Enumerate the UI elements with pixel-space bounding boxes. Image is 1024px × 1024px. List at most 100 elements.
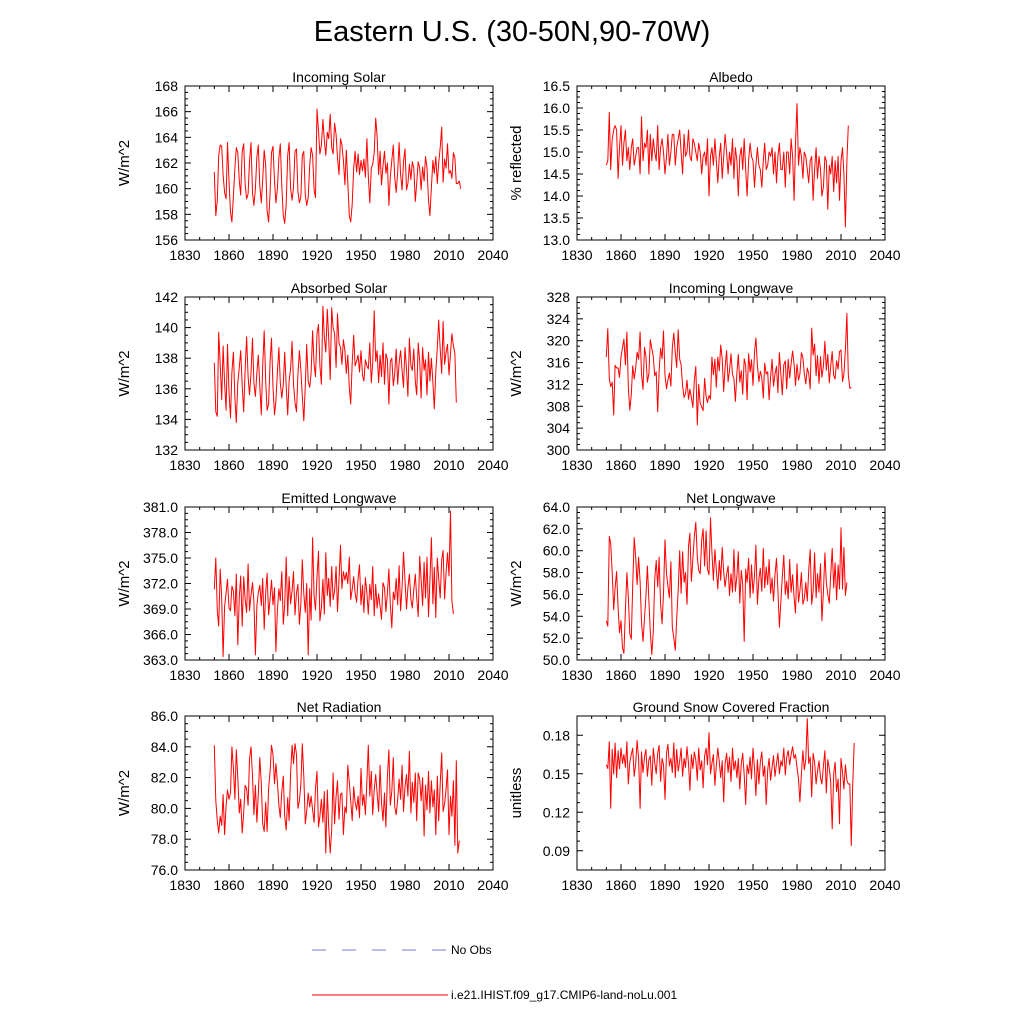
incoming-longwave-xtick-label: 1830 <box>561 457 592 473</box>
ground-snow-covered-fraction-xtick-label: 1860 <box>605 877 636 893</box>
net-radiation-frame <box>184 715 494 871</box>
incoming-longwave-ytick-label: 316 <box>547 355 571 371</box>
albedo-ylabel: % reflected <box>508 125 525 200</box>
incoming-longwave-xtick-label: 1950 <box>737 457 768 473</box>
net-radiation-ytick-label: 80.0 <box>151 800 178 816</box>
ground-snow-covered-fraction-ytick-label: 0.09 <box>543 843 570 859</box>
emitted-longwave-xtick-label: 1860 <box>213 667 244 683</box>
incoming-solar-xtick-label: 2010 <box>433 247 464 263</box>
absorbed-solar-xtick-label: 2010 <box>433 457 464 473</box>
albedo-series-line <box>605 103 849 228</box>
absorbed-solar-frame <box>184 296 494 451</box>
net-radiation-ytick-label: 84.0 <box>151 739 178 755</box>
emitted-longwave-series-line <box>213 510 454 658</box>
net-radiation-xtick-label: 1890 <box>257 877 288 893</box>
albedo-xtick-label: 1890 <box>649 247 680 263</box>
absorbed-solar-xtick-label: 1950 <box>345 457 376 473</box>
incoming-longwave-xtick-label: 2010 <box>825 457 856 473</box>
emitted-longwave-xtick-label: 1830 <box>169 667 200 683</box>
albedo-title: Albedo <box>709 69 753 85</box>
incoming-longwave-ylabel: W/m^2 <box>508 350 525 396</box>
absorbed-solar-title: Absorbed Solar <box>291 280 388 296</box>
net-longwave-ytick-label: 56.0 <box>543 586 570 602</box>
panel-ground-snow-covered-fraction: Ground Snow Covered Fraction unitless 1830… <box>508 699 901 893</box>
incoming-solar-ytick-label: 156 <box>155 232 179 248</box>
ground-snow-covered-fraction-xtick-label: 1830 <box>561 877 592 893</box>
incoming-solar-xtick-label: 2040 <box>477 247 508 263</box>
legend-label-no-obs: No Obs <box>451 943 492 957</box>
absorbed-solar-ytick-label: 132 <box>155 442 179 458</box>
panel-incoming-longwave: Incoming Longwave W/m^2 1830 1860 1890 1920 19… <box>508 280 901 473</box>
incoming-solar-title: Incoming Solar <box>292 69 386 85</box>
net-longwave-title: Net Longwave <box>686 490 776 506</box>
absorbed-solar-ytick-label: 136 <box>155 381 179 397</box>
ground-snow-covered-fraction-xtick-label: 1980 <box>781 877 812 893</box>
absorbed-solar-xtick-label: 2040 <box>477 457 508 473</box>
emitted-longwave-ytick-label: 369.0 <box>143 601 178 617</box>
emitted-longwave-xtick-label: 1890 <box>257 667 288 683</box>
emitted-longwave-ytick-label: 378.0 <box>143 525 178 541</box>
legend-label-model: i.e21.IHIST.f09_g17.CMIP6-land-noLu.001 <box>451 988 677 1002</box>
albedo-ytick-label: 15.5 <box>543 122 570 138</box>
net-longwave-xtick-label: 2010 <box>825 667 856 683</box>
absorbed-solar-xtick-label: 1980 <box>389 457 420 473</box>
net-radiation-ytick-label: 82.0 <box>151 770 178 786</box>
net-radiation-xtick-label: 1980 <box>389 877 420 893</box>
net-longwave-xtick-label: 1950 <box>737 667 768 683</box>
net-radiation-xtick-label: 1830 <box>169 877 200 893</box>
incoming-solar-ytick-label: 158 <box>155 206 179 222</box>
incoming-longwave-ytick-label: 304 <box>547 420 571 436</box>
ground-snow-covered-fraction-title: Ground Snow Covered Fraction <box>633 699 830 715</box>
incoming-longwave-frame <box>576 296 886 451</box>
absorbed-solar-ytick-label: 134 <box>155 411 179 427</box>
incoming-solar-ytick-label: 168 <box>155 78 179 94</box>
net-longwave-xtick-label: 1980 <box>781 667 812 683</box>
albedo-xtick-label: 1980 <box>781 247 812 263</box>
panel-absorbed-solar: Absorbed Solar W/m^2 1830 1860 1890 1920 1950 1… <box>116 280 509 473</box>
ground-snow-covered-fraction-xtick-label: 2010 <box>825 877 856 893</box>
albedo-xtick-label: 2010 <box>825 247 856 263</box>
ground-snow-covered-fraction-xtick-label: 2040 <box>869 877 900 893</box>
net-longwave-xtick-label: 1830 <box>561 667 592 683</box>
incoming-longwave-ytick-label: 324 <box>547 311 571 327</box>
incoming-longwave-xtick-label: 1860 <box>605 457 636 473</box>
incoming-longwave-title: Incoming Longwave <box>669 280 794 296</box>
absorbed-solar-xtick-label: 1830 <box>169 457 200 473</box>
incoming-longwave-xtick-label: 1920 <box>693 457 724 473</box>
ground-snow-covered-fraction-ytick-label: 0.12 <box>543 804 570 820</box>
net-radiation-ytick-label: 76.0 <box>151 862 178 878</box>
ground-snow-covered-fraction-xtick-label: 1920 <box>693 877 724 893</box>
albedo-ytick-label: 16.0 <box>543 100 570 116</box>
albedo-ytick-label: 14.0 <box>543 188 570 204</box>
albedo-ytick-label: 15.0 <box>543 144 570 160</box>
emitted-longwave-xtick-label: 1980 <box>389 667 420 683</box>
absorbed-solar-ylabel: W/m^2 <box>116 350 133 396</box>
panel-albedo: Albedo % reflected 1830 1860 1890 1920 1950 198… <box>508 69 901 263</box>
incoming-solar-xtick-label: 1830 <box>169 247 200 263</box>
net-longwave-ytick-label: 64.0 <box>543 499 570 515</box>
albedo-ytick-label: 13.0 <box>543 232 570 248</box>
ground-snow-covered-fraction-xtick-label: 1950 <box>737 877 768 893</box>
emitted-longwave-title: Emitted Longwave <box>281 490 396 506</box>
emitted-longwave-ytick-label: 363.0 <box>143 652 178 668</box>
net-radiation-series-line <box>213 743 460 854</box>
albedo-xtick-label: 1920 <box>693 247 724 263</box>
albedo-xtick-label: 1860 <box>605 247 636 263</box>
figure-title: Eastern U.S. (30-50N,90-70W) <box>314 16 710 48</box>
net-radiation-xtick-label: 2040 <box>477 877 508 893</box>
net-radiation-ytick-label: 86.0 <box>151 708 178 724</box>
incoming-longwave-xtick-label: 1890 <box>649 457 680 473</box>
albedo-ytick-label: 16.5 <box>543 78 570 94</box>
net-radiation-xtick-label: 1920 <box>301 877 332 893</box>
incoming-solar-xtick-label: 1920 <box>301 247 332 263</box>
net-longwave-xtick-label: 1890 <box>649 667 680 683</box>
absorbed-solar-ytick-label: 140 <box>155 320 179 336</box>
net-longwave-ytick-label: 62.0 <box>543 521 570 537</box>
absorbed-solar-xtick-label: 1860 <box>213 457 244 473</box>
absorbed-solar-xtick-label: 1920 <box>301 457 332 473</box>
emitted-longwave-xtick-label: 2040 <box>477 667 508 683</box>
albedo-xtick-label: 1830 <box>561 247 592 263</box>
absorbed-solar-ytick-label: 138 <box>155 350 179 366</box>
net-radiation-ylabel: W/m^2 <box>116 770 133 816</box>
net-longwave-xtick-label: 1920 <box>693 667 724 683</box>
